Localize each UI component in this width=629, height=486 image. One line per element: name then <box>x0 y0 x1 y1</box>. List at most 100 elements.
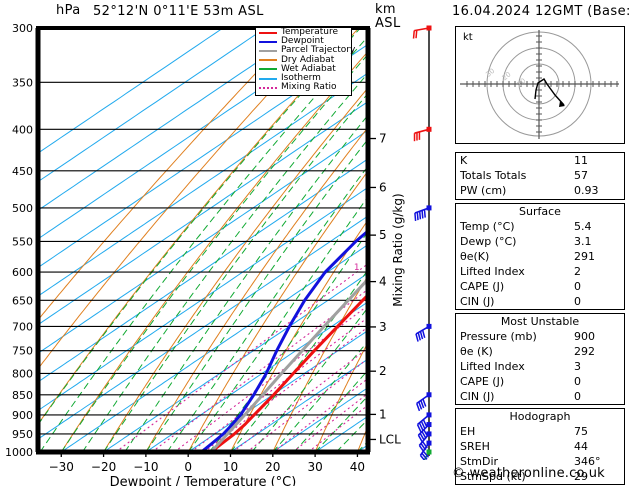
row-label: K <box>460 154 468 167</box>
pressure-tick-label: 750 <box>12 345 33 358</box>
legend-item-label: Isotherm <box>281 73 321 84</box>
legend-item-label: Parcel Trajectory <box>281 45 356 56</box>
legend-item-label: Temperature <box>281 27 339 38</box>
row-value: 900 <box>574 330 595 343</box>
legend-swatch-icon <box>259 68 277 71</box>
pressure-tick-label: 1000 <box>5 446 33 459</box>
temperature-tick-label: 30 <box>307 460 322 474</box>
hodograph-panel[interactable]: 10 20 30 kt <box>455 26 625 144</box>
temperature-tick-label: 40 <box>350 460 365 474</box>
table-row: CIN (J) 0 <box>456 294 624 309</box>
row-value: 5.4 <box>574 220 592 233</box>
legend-swatch-icon <box>259 86 277 89</box>
hodograph-ring-label: 30 <box>484 67 496 79</box>
row-label: StmSpd (kt) <box>460 470 526 483</box>
table-row: Totals Totals 57 <box>456 168 624 183</box>
skewt-canvas: 1300350400450500550600650700750800850900… <box>5 22 405 486</box>
pressure-tick-label: 850 <box>12 389 33 402</box>
row-value: 292 <box>574 345 595 358</box>
hodograph-trace <box>534 78 565 106</box>
temperature-tick-label: −30 <box>49 460 74 474</box>
hodograph-ring-label: 20 <box>501 70 513 82</box>
wind-barb <box>416 392 432 412</box>
table-row: Dewp (°C) 3.1 <box>456 234 624 249</box>
altitude-tick-label: 5 <box>379 228 387 242</box>
pressure-tick-label: 650 <box>12 294 33 307</box>
row-label: Dewp (°C) <box>460 235 517 248</box>
datetime-title: 16.04.2024 12GMT (Base: 12) <box>452 4 629 19</box>
legend-item-mixing-ratio: Mixing Ratio <box>256 83 351 92</box>
row-label: Pressure (mb) <box>460 330 537 343</box>
table-row: θe (K) 292 <box>456 344 624 359</box>
row-value: 291 <box>574 250 595 263</box>
row-label: CAPE (J) <box>460 375 505 388</box>
lcl-label: LCL <box>379 432 401 446</box>
table-row: StmSpd (kt) 29 <box>456 469 624 484</box>
legend: Temperature Dewpoint Parcel Trajectory Dry … <box>255 27 355 96</box>
row-value: 0 <box>574 390 581 403</box>
row-label: CIN (J) <box>460 390 495 403</box>
wind-barb <box>415 323 432 342</box>
skewt-diagram[interactable]: 1 300 350 400 450 500 550 600 650 700 750 800 850 900… <box>0 0 410 486</box>
row-value: 0 <box>574 375 581 388</box>
row-value: 29 <box>574 470 588 483</box>
row-label: θe(K) <box>460 250 490 263</box>
temperature-tick-label: 20 <box>265 460 280 474</box>
pressure-tick-label: 550 <box>12 235 33 248</box>
row-label: PW (cm) <box>460 184 507 197</box>
altitude-tick-label: 1 <box>379 407 387 421</box>
station-title: 52°12'N 0°11'E 53m ASL <box>93 4 264 19</box>
wind-barb <box>423 449 432 460</box>
row-value: 0.93 <box>574 184 599 197</box>
pressure-tick-label: 950 <box>12 428 33 441</box>
temperature-tick-label: 10 <box>223 460 238 474</box>
mixing-ratio-axis-label: Mixing Ratio (g/kg) <box>391 193 405 306</box>
row-label: Lifted Index <box>460 265 525 278</box>
temperature-tick-label: 0 <box>184 460 192 474</box>
hodograph-stats-heading: Hodograph <box>509 410 571 423</box>
table-row: θe(K) 291 <box>456 249 624 264</box>
wind-barb <box>414 205 432 222</box>
altitude-tick-label: 3 <box>379 320 387 334</box>
row-value: 346° <box>574 455 601 468</box>
wind-barb <box>412 25 432 39</box>
mixing-ratio-label: 1 <box>354 263 360 273</box>
legend-item-wet-adiabat: Wet Adiabat <box>256 64 351 74</box>
row-label: Temp (°C) <box>460 220 515 233</box>
legend-swatch-icon <box>259 49 277 52</box>
pressure-tick-label: 900 <box>12 409 33 422</box>
table-row: Lifted Index 3 <box>456 359 624 374</box>
legend-item-parcel-trajectory: Parcel Trajectory <box>256 46 355 55</box>
row-label: CIN (J) <box>460 295 495 308</box>
height-unit-label-2: ASL <box>375 16 401 31</box>
table-row: CIN (J) 0 <box>456 389 624 404</box>
temperature-tick-label: −10 <box>133 460 158 474</box>
table-row: SREH 44 <box>456 439 624 454</box>
row-label: CAPE (J) <box>460 280 505 293</box>
pressure-tick-label: 800 <box>12 367 33 380</box>
temperature-tick-label: −20 <box>91 460 116 474</box>
legend-swatch-icon <box>259 40 277 43</box>
row-value: 2 <box>574 265 581 278</box>
row-value: 57 <box>574 169 588 182</box>
legend-swatch-icon <box>259 59 277 62</box>
legend-item-temperature: Temperature <box>256 28 351 37</box>
table-row: PW (cm) 0.93 <box>456 183 624 198</box>
pressure-tick-label: 300 <box>12 22 33 35</box>
indices-most-unstable: Most Unstable Pressure (mb) 900 θe (K) 2… <box>455 313 625 405</box>
legend-item-dry-adiabat: Dry Adiabat <box>256 54 351 65</box>
table-row: Temp (°C) 5.4 <box>456 219 624 234</box>
series-temperature <box>209 292 368 452</box>
row-label: Totals Totals <box>460 169 527 182</box>
height-unit-label-1: km <box>375 2 396 17</box>
x-axis-label: Dewpoint / Temperature (°C) <box>110 475 297 486</box>
indices-hodograph: Hodograph EH 75 SREH 44 StmDir 346° StmS… <box>455 408 625 485</box>
legend-item-label: Mixing Ratio <box>281 82 337 93</box>
altitude-tick-label: 2 <box>379 364 387 378</box>
pressure-tick-label: 350 <box>12 76 33 89</box>
wind-barb-column <box>412 25 432 460</box>
legend-item-label: Dry Adiabat <box>281 54 335 65</box>
row-value: 44 <box>574 440 588 453</box>
table-row: K 11 <box>456 153 624 168</box>
